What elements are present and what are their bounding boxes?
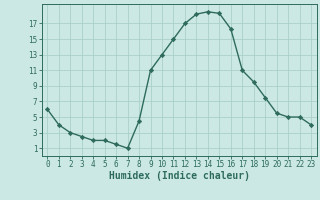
X-axis label: Humidex (Indice chaleur): Humidex (Indice chaleur) bbox=[109, 171, 250, 181]
